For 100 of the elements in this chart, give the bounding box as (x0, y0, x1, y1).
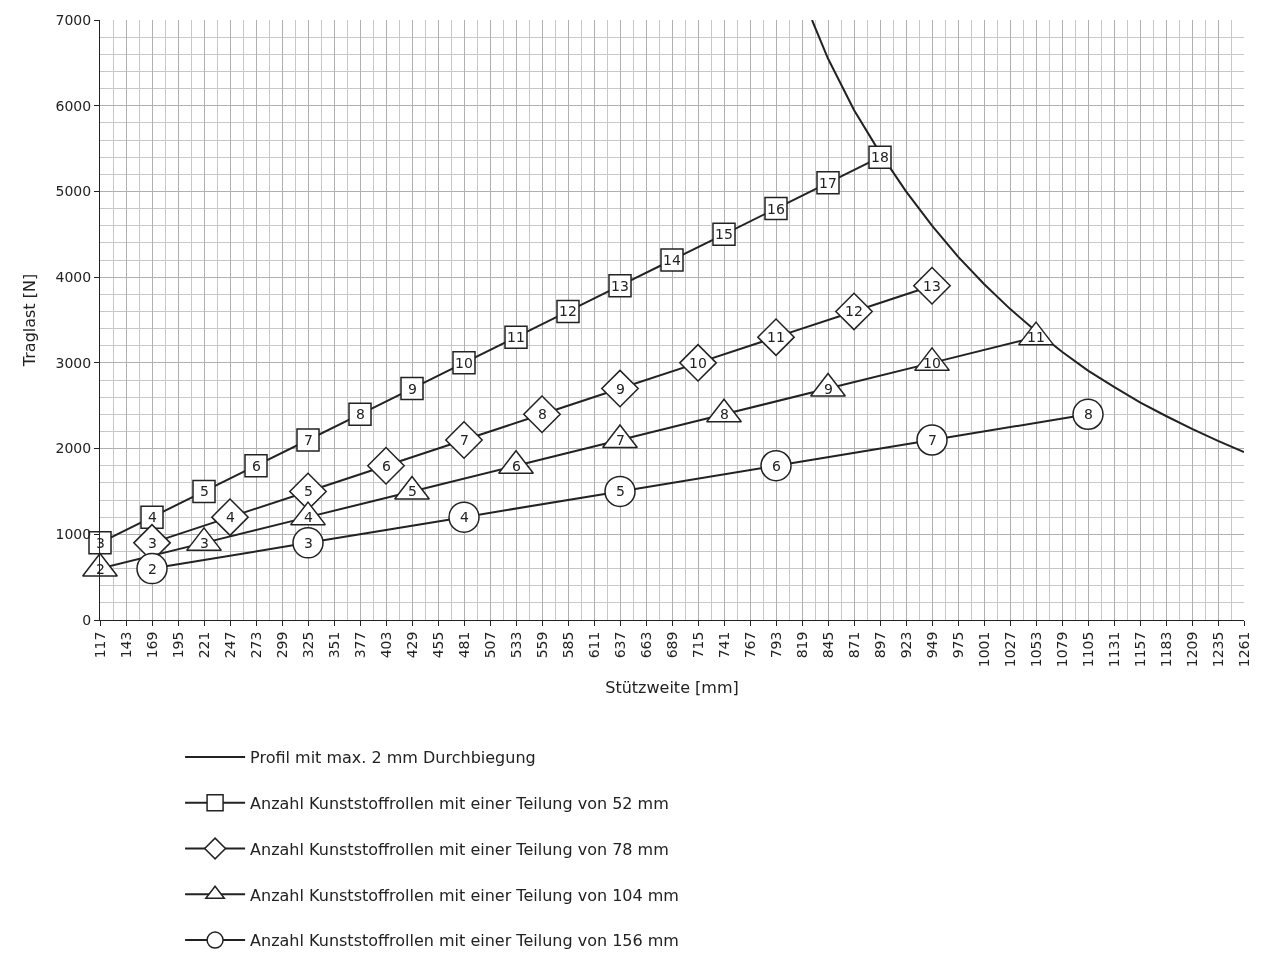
annotation: 6 (252, 458, 261, 474)
y-axis-title: Traglast [N] (20, 273, 40, 368)
annotation: 10 (689, 355, 707, 371)
x-tick-label: 429 (403, 631, 420, 659)
legend-label: Anzahl Kunststoffrollen mit einer Teilung von 78 mm (250, 839, 669, 859)
annotation: 4 (226, 509, 235, 525)
annotation: 13 (611, 278, 629, 294)
x-tick-label: 741 (715, 631, 732, 659)
x-tick-label: 325 (299, 631, 316, 659)
x-tick-label: 455 (429, 631, 446, 659)
annotation: 4 (148, 509, 157, 525)
x-tick-label: 273 (247, 631, 264, 659)
annotation: 17 (819, 175, 837, 191)
legend-label: Anzahl Kunststoffrollen mit einer Teilung von 104 mm (250, 885, 679, 905)
point (601, 369, 639, 408)
x-tick-label: 1027 (1001, 631, 1018, 668)
annotation: 7 (460, 432, 469, 448)
x-tick-label: 1235 (1209, 631, 1226, 668)
point (292, 527, 324, 559)
x-tick-label: 247 (221, 631, 238, 659)
y-tick-label: 0 (82, 611, 92, 628)
x-tick-label: 533 (507, 631, 524, 659)
annotation: 9 (408, 381, 417, 397)
x-tick-label: 559 (533, 631, 550, 659)
annotation: 6 (382, 458, 391, 474)
x-tick-label: 637 (611, 631, 628, 659)
x-tick-label: 1157 (1131, 631, 1148, 668)
annotation: 8 (1084, 406, 1093, 422)
x-tick-label: 117 (91, 631, 108, 659)
annotation: 3 (304, 535, 313, 551)
point (445, 421, 483, 459)
point (367, 446, 405, 485)
x-tick-label: 481 (455, 631, 472, 659)
y-tick-label: 3000 (55, 354, 92, 371)
point (604, 475, 636, 508)
annotation: 15 (715, 226, 733, 242)
x-tick-label: 767 (741, 631, 758, 659)
x-tick-label: 1131 (1105, 631, 1122, 668)
annotation: 5 (304, 483, 313, 499)
x-tick-label: 585 (559, 631, 576, 659)
x-tick-label: 507 (481, 631, 498, 659)
x-tick-label: 143 (117, 631, 134, 659)
annotation: 14 (663, 252, 681, 268)
x-tick-label: 1105 (1079, 631, 1096, 668)
x-tick-label: 221 (195, 631, 212, 659)
x-tick-label: 793 (767, 631, 784, 659)
point (136, 552, 168, 585)
annotation: 9 (616, 381, 625, 397)
x-tick-label: 845 (819, 631, 836, 659)
annotation: 8 (356, 406, 365, 422)
point (448, 501, 480, 533)
x-tick-label: 819 (793, 631, 810, 659)
x-tick-label: 299 (273, 631, 290, 659)
y-tick-label: 7000 (55, 11, 92, 28)
x-tick-label: 897 (871, 631, 888, 659)
annotation: 11 (767, 329, 785, 345)
x-tick-label: 1183 (1157, 631, 1174, 668)
line-series (811, 20, 1244, 453)
annotation: 7 (304, 432, 313, 448)
point (916, 424, 948, 456)
point (1072, 398, 1104, 431)
x-tick-label: 1053 (1027, 631, 1044, 668)
annotation: 2 (148, 561, 157, 577)
annotation: 12 (845, 303, 863, 319)
x-tick-label: 611 (585, 631, 602, 659)
annotation: 7 (928, 432, 937, 448)
x-tick-label: 1001 (975, 631, 992, 668)
y-tick-label: 4000 (55, 269, 92, 286)
x-tick-label: 923 (897, 631, 914, 659)
x-tick-label: 403 (377, 631, 394, 659)
annotation: 11 (507, 329, 525, 345)
annotation: 3 (148, 535, 157, 551)
annotation: 4 (460, 509, 469, 525)
x-tick-label: 377 (351, 631, 368, 659)
legend-label: Profil mit max. 2 mm Durchbiegung (250, 748, 536, 768)
annotation: 5 (200, 483, 209, 499)
point (523, 395, 561, 434)
x-tick-label: 689 (663, 631, 680, 659)
x-tick-label: 195 (169, 631, 186, 659)
legend-label: Anzahl Kunststoffrollen mit einer Teilung von 156 mm (250, 931, 679, 951)
y-tick-label: 5000 (55, 183, 92, 200)
x-tick-label: 1261 (1235, 631, 1252, 668)
point (760, 449, 792, 482)
x-tick-label: 715 (689, 631, 706, 659)
annotation: 8 (538, 406, 547, 422)
x-tick-label: 949 (923, 631, 940, 659)
annotation: 18 (871, 149, 889, 165)
x-tick-label: 1079 (1053, 631, 1070, 668)
y-tick-label: 2000 (55, 440, 92, 457)
x-tick-label: 975 (949, 631, 966, 659)
y-tick-label: 6000 (55, 97, 92, 114)
x-tick-label: 663 (637, 631, 654, 659)
x-axis-title: Stützweite [mm] (605, 677, 739, 697)
annotation: 10 (455, 355, 473, 371)
annotation: 5 (616, 483, 625, 499)
point (211, 498, 249, 537)
x-tick-label: 351 (325, 631, 342, 659)
x-tick-label: 871 (845, 631, 862, 659)
annotation: 16 (767, 201, 785, 217)
legend-label: Anzahl Kunststoffrollen mit einer Teilung von 52 mm (250, 793, 669, 813)
